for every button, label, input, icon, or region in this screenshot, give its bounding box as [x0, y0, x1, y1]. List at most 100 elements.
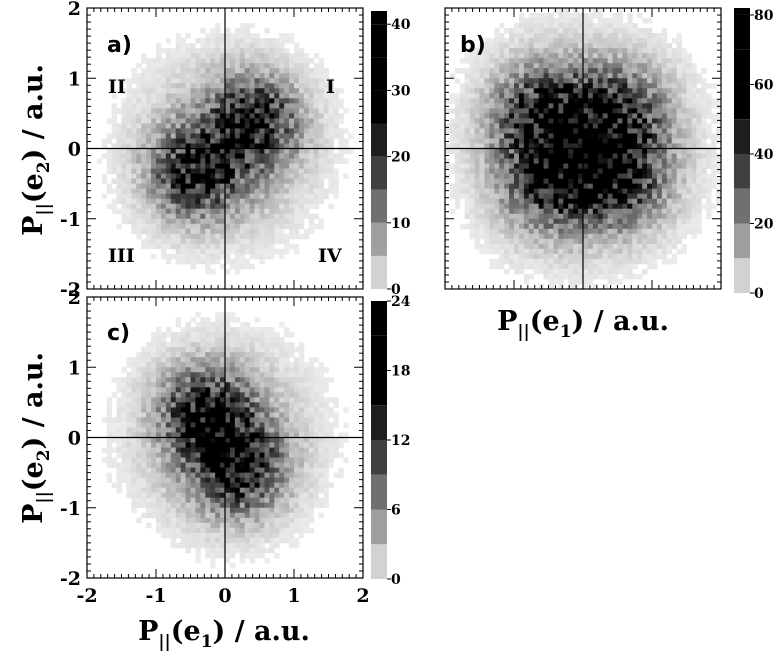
heatmap-cell [647, 183, 653, 190]
heatmap-cell [647, 208, 653, 215]
heatmap-cell [553, 23, 559, 29]
heatmap-cell [249, 337, 255, 343]
heatmap-cell [474, 233, 480, 240]
heatmap-cell [701, 118, 707, 124]
heatmap-cell [543, 173, 549, 180]
heatmap-cell [239, 23, 246, 29]
heatmap-cell [121, 168, 127, 174]
heatmap-cell [239, 48, 246, 54]
heatmap-cell [553, 88, 559, 94]
heatmap-cell [622, 263, 628, 270]
heatmap-cell [568, 153, 574, 159]
heatmap-cell [518, 193, 525, 200]
heatmap-cell [106, 158, 113, 164]
heatmap-cell [612, 103, 618, 109]
heatmap-cell [676, 183, 682, 190]
heatmap-cell [313, 193, 320, 200]
heatmap-cell [136, 352, 142, 358]
heatmap-cell [205, 213, 211, 220]
heatmap-cell [234, 178, 241, 185]
heatmap-cell [514, 63, 520, 69]
heatmap-cell [612, 73, 618, 79]
heatmap-cell [706, 193, 712, 200]
heatmap-cell [676, 168, 682, 174]
heatmap-cell [543, 18, 549, 24]
heatmap-cell [259, 347, 265, 353]
heatmap-cell [274, 228, 280, 235]
heatmap-cell [642, 98, 648, 104]
heatmap-cell [229, 198, 236, 205]
heatmap-cell [244, 98, 251, 104]
heatmap-cell [328, 143, 334, 149]
heatmap-cell [274, 48, 280, 54]
heatmap-cell [249, 48, 255, 54]
heatmap-cell [607, 28, 613, 34]
heatmap-cell [210, 158, 216, 164]
heatmap-cell [652, 163, 658, 169]
heatmap-cell [563, 88, 569, 94]
heatmap-cell [558, 23, 564, 29]
heatmap-cell [210, 148, 216, 154]
heatmap-cell [499, 233, 505, 240]
heatmap-cell [548, 188, 554, 195]
heatmap-cell [573, 38, 579, 44]
heatmap-cell [234, 163, 241, 169]
heatmap-cell [676, 88, 682, 94]
heatmap-cell [612, 78, 618, 84]
heatmap-cell [195, 352, 201, 358]
heatmap-cell [234, 263, 241, 270]
heatmap-cell [259, 128, 265, 134]
heatmap-cell [234, 113, 241, 119]
heatmap-cell [661, 208, 668, 215]
heatmap-cell [548, 28, 554, 34]
heatmap-cell [607, 208, 613, 215]
heatmap-cell [170, 98, 177, 104]
heatmap-cell [141, 133, 147, 139]
heatmap-cell [259, 168, 265, 174]
heatmap-cell [225, 327, 231, 333]
heatmap-cell [548, 238, 554, 245]
heatmap-cell [190, 342, 196, 348]
heatmap-cell [696, 208, 702, 215]
heatmap-cell [269, 138, 275, 144]
heatmap-cell [479, 243, 485, 250]
heatmap-cell [279, 43, 285, 49]
heatmap-cell [637, 123, 643, 129]
heatmap-cell [244, 342, 251, 348]
heatmap-cell [220, 53, 226, 59]
heatmap-cell [249, 123, 255, 129]
heatmap-cell [676, 38, 682, 44]
heatmap-cell [215, 223, 221, 230]
heatmap-cell [647, 28, 653, 34]
heatmap-cell [592, 8, 599, 14]
heatmap-cell [328, 83, 334, 89]
heatmap-cell [175, 108, 182, 114]
heatmap-cell [298, 118, 305, 124]
heatmap-cell [597, 273, 604, 280]
heatmap-cell [284, 98, 290, 104]
heatmap-cell [553, 143, 559, 149]
heatmap-cell [205, 53, 211, 59]
heatmap-cell [681, 63, 687, 69]
heatmap-cell [696, 163, 702, 169]
heatmap-cell [229, 98, 236, 104]
heatmap-cell [573, 53, 579, 59]
heatmap-cell [597, 33, 604, 39]
heatmap-cell [328, 93, 334, 99]
heatmap-cell [568, 18, 574, 24]
heatmap-cell [518, 173, 525, 180]
heatmap-cell [313, 148, 320, 154]
heatmap-cell [220, 58, 226, 64]
heatmap-cell [671, 178, 678, 185]
heatmap-cell [656, 88, 663, 94]
heatmap-cell [484, 73, 490, 79]
heatmap-cell [592, 228, 599, 235]
heatmap-c [101, 312, 349, 569]
heatmap-cell [592, 138, 599, 144]
heatmap-cell [518, 198, 525, 205]
heatmap-cell [289, 38, 295, 44]
heatmap-cell [289, 128, 295, 134]
heatmap-cell [121, 163, 127, 169]
heatmap-cell [479, 198, 485, 205]
